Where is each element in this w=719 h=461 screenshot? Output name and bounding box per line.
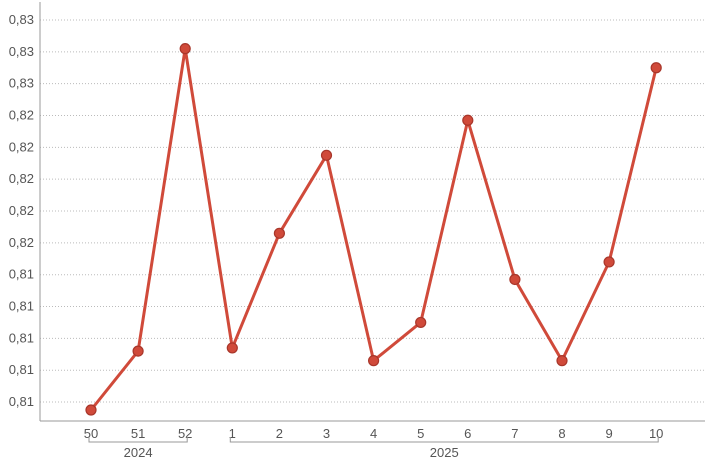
x-tick-label: 3 <box>323 426 330 441</box>
y-tick-label: 0,81 <box>9 299 34 314</box>
y-tick-label: 0,82 <box>9 171 34 186</box>
y-tick-label: 0,83 <box>9 12 34 27</box>
y-axis-tick-labels: 0,81 0,81 0,81 0,81 0,81 0,82 0,82 0,82 0,82 0,82… <box>9 12 34 409</box>
x-axis-group-labels: 2024 2025 <box>88 437 659 460</box>
x-tick-label: 6 <box>464 426 471 441</box>
y-tick-label: 0,82 <box>9 108 34 123</box>
y-tick-label: 0,81 <box>9 330 34 345</box>
y-tick-label: 0,83 <box>9 44 34 59</box>
x-tick-label: 8 <box>558 426 565 441</box>
y-tick-label: 0,81 <box>9 394 34 409</box>
x-tick-label: 52 <box>178 426 192 441</box>
x-group-label: 2025 <box>430 445 459 460</box>
data-point <box>415 316 427 329</box>
data-point <box>368 355 380 367</box>
x-tick-label: 7 <box>511 426 518 441</box>
x-axis-tick-labels: 50 51 52 1 2 3 4 5 6 7 8 9 10 <box>84 426 664 441</box>
data-point <box>556 355 568 367</box>
y-tick-label: 0,81 <box>9 362 34 377</box>
data-point <box>462 114 474 126</box>
data-point <box>320 149 333 161</box>
data-point <box>179 43 191 55</box>
x-tick-label: 4 <box>370 426 377 441</box>
x-group-label: 2024 <box>124 445 153 460</box>
x-tick-label: 1 <box>229 426 236 441</box>
data-point <box>85 404 97 416</box>
y-tick-label: 0,83 <box>9 76 34 91</box>
y-tick-label: 0,82 <box>9 235 34 250</box>
x-tick-label: 51 <box>131 426 145 441</box>
axes <box>39 2 705 422</box>
x-tick-label: 9 <box>605 426 612 441</box>
x-group-bracket <box>88 437 188 443</box>
data-point <box>603 256 615 268</box>
series <box>85 43 662 416</box>
x-tick-label: 2 <box>276 426 283 441</box>
x-tick-label: 50 <box>84 426 98 441</box>
data-point <box>509 273 521 286</box>
y-tick-label: 0,82 <box>9 139 34 154</box>
data-point <box>650 62 662 74</box>
x-group-bracket <box>229 437 659 443</box>
x-tick-label: 5 <box>417 426 424 441</box>
y-tick-label: 0,81 <box>9 267 34 282</box>
data-point <box>132 345 144 357</box>
data-point <box>226 342 238 354</box>
y-tick-label: 0,82 <box>9 203 34 218</box>
x-tick-label: 10 <box>649 426 663 441</box>
data-point <box>273 227 285 239</box>
